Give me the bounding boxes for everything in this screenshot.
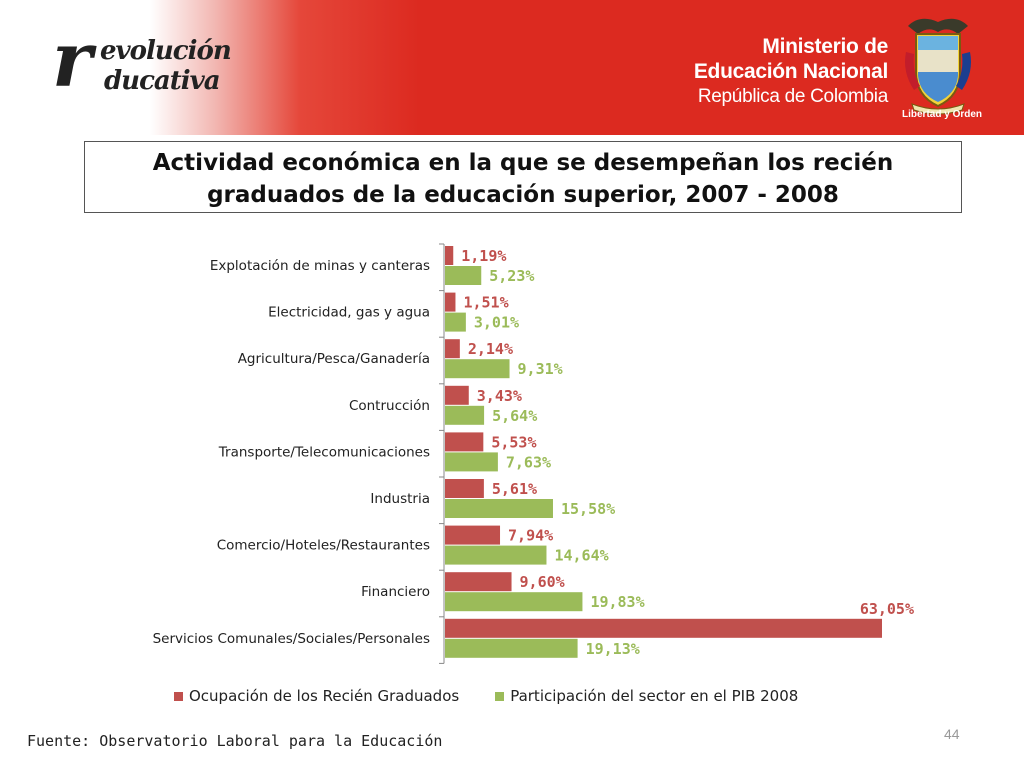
data-label: 5,64% xyxy=(492,407,537,425)
data-label: 5,61% xyxy=(492,480,537,498)
category-label: Servicios Comunales/Sociales/Personales xyxy=(153,631,430,647)
colombia-coat-of-arms-icon xyxy=(905,18,971,115)
legend-item-series-1: Ocupación de los Recién Graduados xyxy=(174,687,459,705)
legend-label-series-1: Ocupación de los Recién Graduados xyxy=(189,687,460,705)
category-label: Transporte/Telecomunicaciones xyxy=(218,444,430,460)
bar-ocupacion xyxy=(445,292,456,312)
legend-swatch-red xyxy=(174,691,183,701)
data-label: 5,23% xyxy=(489,267,534,285)
chart-title: Actividad económica en la que se desempe… xyxy=(84,141,962,213)
bar-pib xyxy=(445,452,498,472)
category-label: Industria xyxy=(370,491,430,507)
chart-title-line1: Actividad económica en la que se desempe… xyxy=(152,150,894,176)
bar-ocupacion xyxy=(445,432,484,452)
category-label: Financiero xyxy=(361,584,430,600)
page-number: 44 xyxy=(944,726,960,742)
bar-pib xyxy=(445,312,466,332)
data-label: 3,01% xyxy=(474,314,519,332)
data-label: 9,60% xyxy=(520,573,565,591)
ministry-line1: Ministerio de xyxy=(762,35,888,58)
bar-ocupacion xyxy=(445,246,454,265)
category-label: Electricidad, gas y agua xyxy=(268,305,430,321)
revolucion-educativa-logo: r evolución ducativa xyxy=(52,22,272,122)
header-banner: r evolución ducativa Ministerio de Educa… xyxy=(0,0,1024,135)
data-label: 15,58% xyxy=(561,500,615,518)
bar-ocupacion xyxy=(445,618,882,638)
logo-initial: r xyxy=(52,15,92,104)
bar-ocupacion xyxy=(445,525,501,545)
legend-label-series-2: Participación del sector en el PIB 2008 xyxy=(510,687,799,705)
legend-swatch-green xyxy=(495,691,505,701)
category-label: Contrucción xyxy=(349,398,430,414)
data-label: 1,19% xyxy=(461,247,506,265)
ministry-name: Ministerio de Educación Nacional Repúbli… xyxy=(694,34,888,109)
data-label: 9,31% xyxy=(518,360,563,378)
category-label: Agricultura/Pesca/Ganadería xyxy=(238,351,430,367)
data-label: 7,63% xyxy=(506,453,551,471)
bar-pib xyxy=(445,499,553,518)
category-label: Comercio/Hoteles/Restaurantes xyxy=(217,538,430,554)
bar-pib xyxy=(445,359,510,379)
legend-item-series-2: Participación del sector en el PIB 2008 xyxy=(495,687,798,705)
data-label: 7,94% xyxy=(508,527,553,545)
chart-legend: Ocupación de los Recién Graduados Partic… xyxy=(174,687,834,705)
logo-line2: ducativa xyxy=(104,66,221,96)
crest-motto: Libertad y Orden xyxy=(902,109,983,120)
data-label: 19,13% xyxy=(586,640,640,658)
category-label: Explotación de minas y canteras xyxy=(210,258,430,274)
data-label: 3,43% xyxy=(477,387,522,405)
data-label: 14,64% xyxy=(554,547,608,565)
bar-chart: Explotación de minas y canteras 1,19% 5,23… xyxy=(153,243,914,664)
chart-title-line2: graduados de la educación superior, 2007… xyxy=(207,182,839,208)
bar-pib xyxy=(445,266,482,285)
bar-pib xyxy=(445,545,547,565)
bar-pib xyxy=(445,592,583,612)
bar-ocupacion xyxy=(445,572,512,592)
bar-pib xyxy=(445,405,485,425)
data-label: 2,14% xyxy=(468,340,513,358)
ministry-line2: Educación Nacional xyxy=(693,60,888,83)
data-label: 5,53% xyxy=(491,433,536,451)
logo-line1: evolución xyxy=(100,36,232,66)
bar-ocupacion xyxy=(445,339,460,359)
bar-pib xyxy=(445,638,578,658)
ministry-line3: República de Colombia xyxy=(697,86,888,107)
data-label: 19,83% xyxy=(590,593,644,611)
source-note: Fuente: Observatorio Laboral para la Edu… xyxy=(27,732,443,750)
data-label: 1,51% xyxy=(463,294,508,312)
bar-ocupacion xyxy=(445,385,469,405)
bar-ocupacion xyxy=(445,479,484,498)
data-label: 63,05% xyxy=(860,600,914,618)
